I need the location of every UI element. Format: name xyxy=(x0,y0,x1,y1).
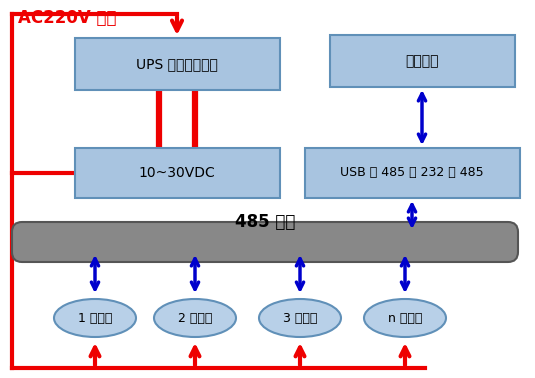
Text: 10~30VDC: 10~30VDC xyxy=(139,166,216,180)
FancyBboxPatch shape xyxy=(12,222,518,262)
Text: 1 号设备: 1 号设备 xyxy=(78,311,112,324)
Text: USB 转 485 或 232 转 485: USB 转 485 或 232 转 485 xyxy=(340,166,484,180)
Text: 485 总线: 485 总线 xyxy=(235,213,295,231)
FancyBboxPatch shape xyxy=(305,148,520,198)
FancyBboxPatch shape xyxy=(330,35,515,87)
FancyBboxPatch shape xyxy=(75,38,280,90)
Ellipse shape xyxy=(364,299,446,337)
Text: UPS 电源（选配）: UPS 电源（选配） xyxy=(136,57,218,71)
Text: n 号设备: n 号设备 xyxy=(388,311,422,324)
Text: 3 号设备: 3 号设备 xyxy=(283,311,317,324)
Ellipse shape xyxy=(54,299,136,337)
FancyBboxPatch shape xyxy=(75,148,280,198)
Text: AC220V 市电: AC220V 市电 xyxy=(18,9,117,27)
Text: 2 号设备: 2 号设备 xyxy=(178,311,212,324)
Ellipse shape xyxy=(259,299,341,337)
Ellipse shape xyxy=(154,299,236,337)
Text: 监控电脑: 监控电脑 xyxy=(405,54,439,68)
